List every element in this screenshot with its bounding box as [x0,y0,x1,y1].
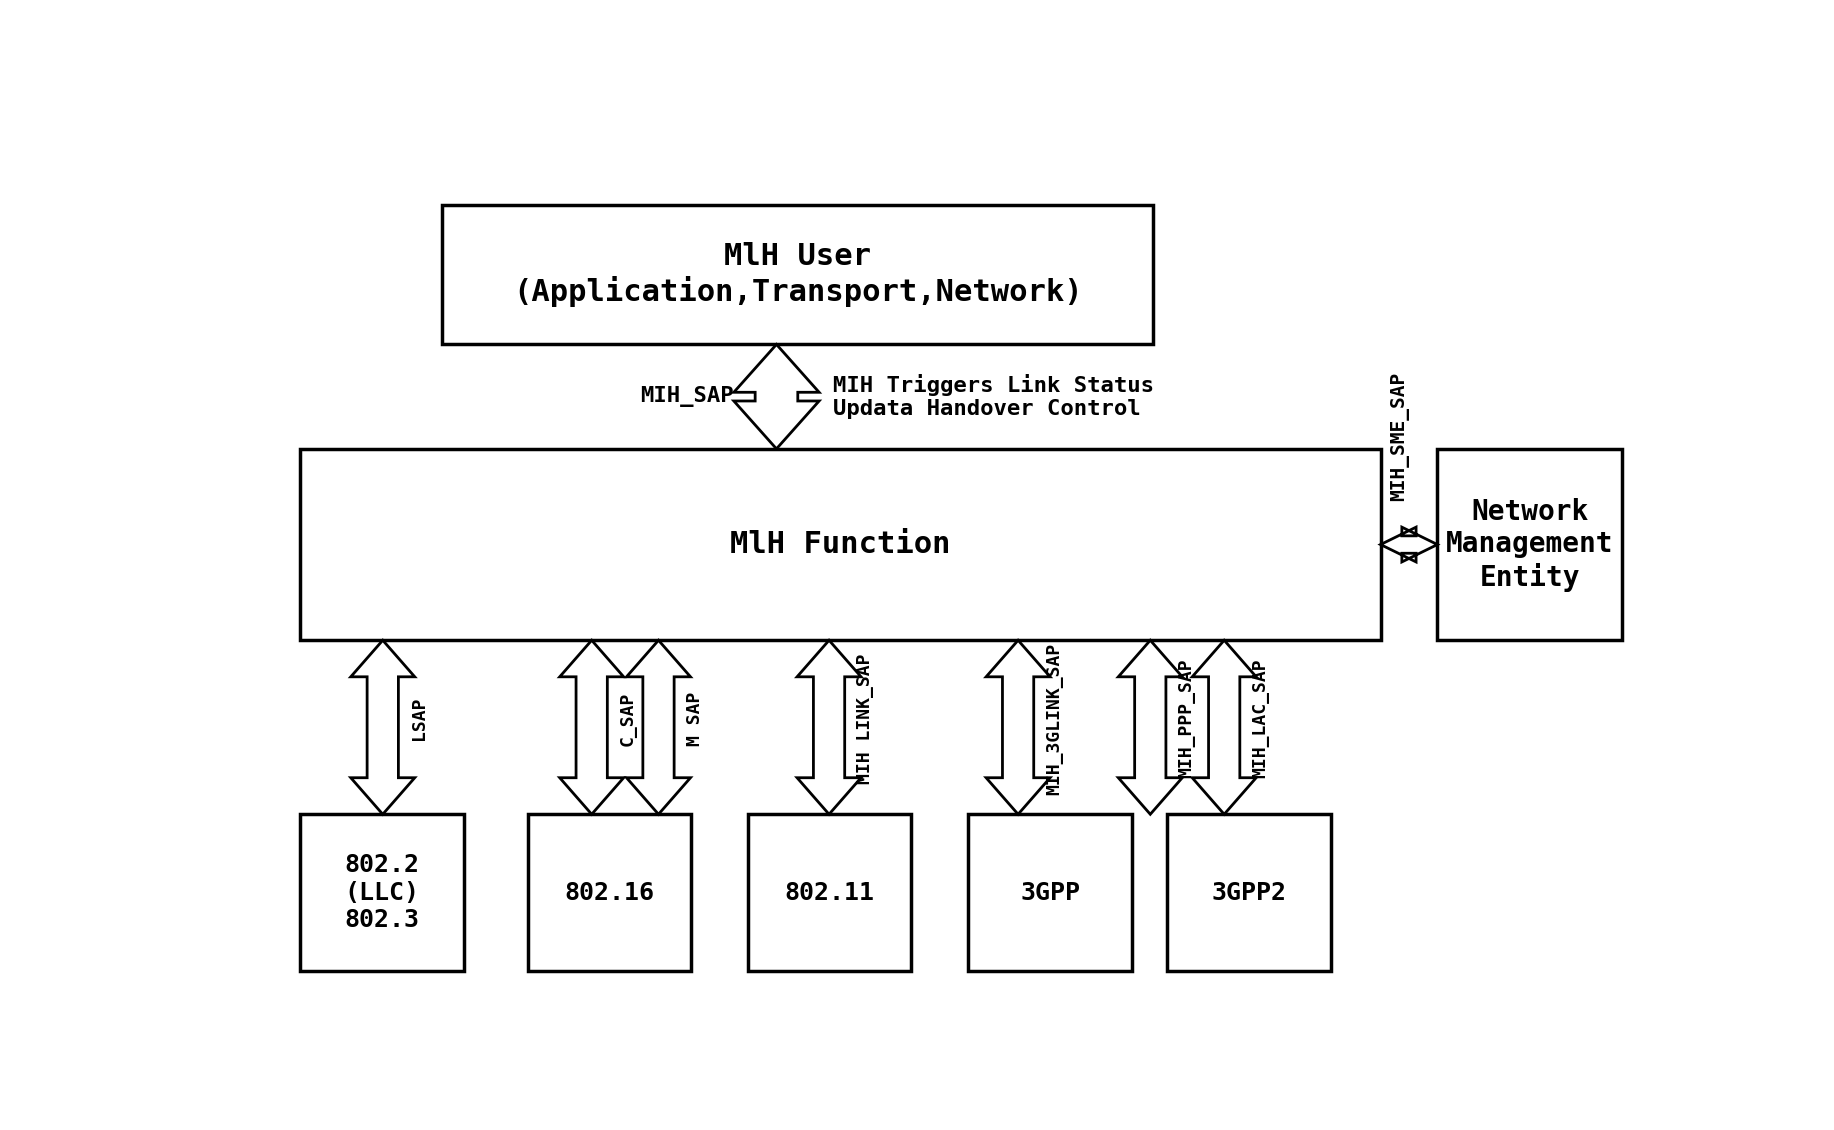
Text: MlH Function: MlH Function [730,530,950,559]
Text: 3GPP: 3GPP [1020,880,1080,905]
Text: MIH Triggers Link Status
Updata Handover Control: MIH Triggers Link Status Updata Handover… [833,374,1154,419]
FancyBboxPatch shape [1168,815,1331,971]
Text: MlH User
(Application,Transport,Network): MlH User (Application,Transport,Network) [514,242,1082,307]
Text: 802.2
(LLC)
802.3: 802.2 (LLC) 802.3 [345,853,420,932]
FancyBboxPatch shape [528,815,691,971]
Polygon shape [1119,641,1183,815]
FancyBboxPatch shape [1438,449,1623,641]
Text: LSAP: LSAP [409,697,427,740]
Polygon shape [350,641,414,815]
Text: MIH_SAP: MIH_SAP [640,386,734,407]
Text: Network
Management
Entity: Network Management Entity [1445,497,1614,591]
Polygon shape [987,641,1051,815]
Text: 802.11: 802.11 [785,880,875,905]
Text: MIH_SME_SAP: MIH_SME_SAP [1390,372,1410,501]
FancyBboxPatch shape [748,815,911,971]
Text: 802.16: 802.16 [565,880,655,905]
Polygon shape [734,345,820,449]
Text: C_SAP: C_SAP [618,692,636,746]
Polygon shape [627,641,690,815]
Text: 3GPP2: 3GPP2 [1212,880,1287,905]
Polygon shape [1192,641,1256,815]
Text: MIH LINK_SAP: MIH LINK_SAP [856,653,875,784]
Polygon shape [559,641,624,815]
Polygon shape [1381,527,1438,562]
Text: MIH_PPP_SAP: MIH_PPP_SAP [1177,659,1196,779]
Text: MIH_LAC_SAP: MIH_LAC_SAP [1251,659,1269,779]
Polygon shape [798,641,860,815]
FancyBboxPatch shape [442,206,1154,345]
Text: M SAP: M SAP [686,692,704,746]
FancyBboxPatch shape [301,449,1381,641]
FancyBboxPatch shape [968,815,1132,971]
FancyBboxPatch shape [301,815,464,971]
Text: MIH_3GLINK_SAP: MIH_3GLINK_SAP [1045,643,1064,794]
